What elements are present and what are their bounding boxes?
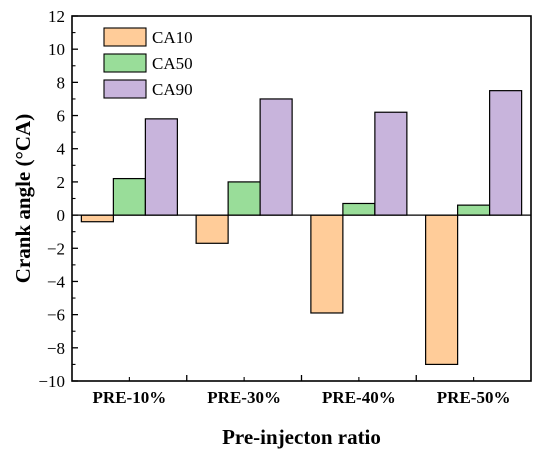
- bar-ca90-pre-30pct: [259, 98, 293, 216]
- bar-ca90-pre-10pct: [144, 118, 178, 216]
- legend-label-ca50: CA50: [152, 54, 193, 73]
- bar-ca50-pre-50pct: [457, 204, 491, 216]
- y-axis-title: Crank angle (°CA): [11, 114, 35, 283]
- bar-ca50-pre-10pct: [112, 177, 146, 216]
- bar-ca10-pre-50pct: [425, 214, 459, 366]
- bar-ca90-pre-50pct: [489, 90, 523, 216]
- legend-label-ca10: CA10: [152, 28, 193, 47]
- y-tick-label: 2: [57, 173, 66, 192]
- x-tick-label: PRE-50%: [437, 388, 511, 407]
- y-tick-label: 10: [48, 40, 65, 59]
- x-axis-title: Pre-injecton ratio: [222, 425, 381, 449]
- y-tick-label: 8: [57, 73, 66, 92]
- y-tick-label: −4: [47, 272, 66, 291]
- y-tick-label: −10: [38, 372, 65, 391]
- x-tick-label: PRE-10%: [93, 388, 167, 407]
- bar-ca10-pre-40pct: [310, 214, 344, 314]
- y-tick-label: 12: [48, 7, 65, 26]
- legend-swatch-ca50: [103, 53, 147, 73]
- bar-ca50-pre-30pct: [227, 181, 261, 216]
- bar-ca90-pre-40pct: [374, 111, 408, 216]
- bar-ca50-pre-40pct: [342, 202, 376, 216]
- y-tick-label: 6: [57, 107, 66, 126]
- x-tick-label: PRE-40%: [322, 388, 396, 407]
- bar-ca10-pre-30pct: [195, 214, 229, 244]
- y-tick-label: −6: [47, 306, 65, 325]
- bars-layer: [80, 90, 523, 366]
- y-tick-label: −2: [47, 239, 65, 258]
- x-axis: PRE-10% PRE-30% PRE-40% PRE-50%: [93, 375, 511, 407]
- y-tick-label: 0: [57, 206, 66, 225]
- legend-label-ca90: CA90: [152, 80, 193, 99]
- legend-swatch-ca10: [103, 27, 147, 47]
- y-axis: −10 −8 −6 −4 −2 0 2 4 6 8 10 12: [38, 7, 78, 391]
- legend: CA10 CA50 CA90: [103, 27, 193, 99]
- legend-swatch-ca90: [103, 79, 147, 99]
- bar-ca10-pre-10pct: [80, 214, 114, 223]
- x-tick-label: PRE-30%: [207, 388, 281, 407]
- y-tick-label: −8: [47, 339, 65, 358]
- y-tick-label: 4: [57, 140, 66, 159]
